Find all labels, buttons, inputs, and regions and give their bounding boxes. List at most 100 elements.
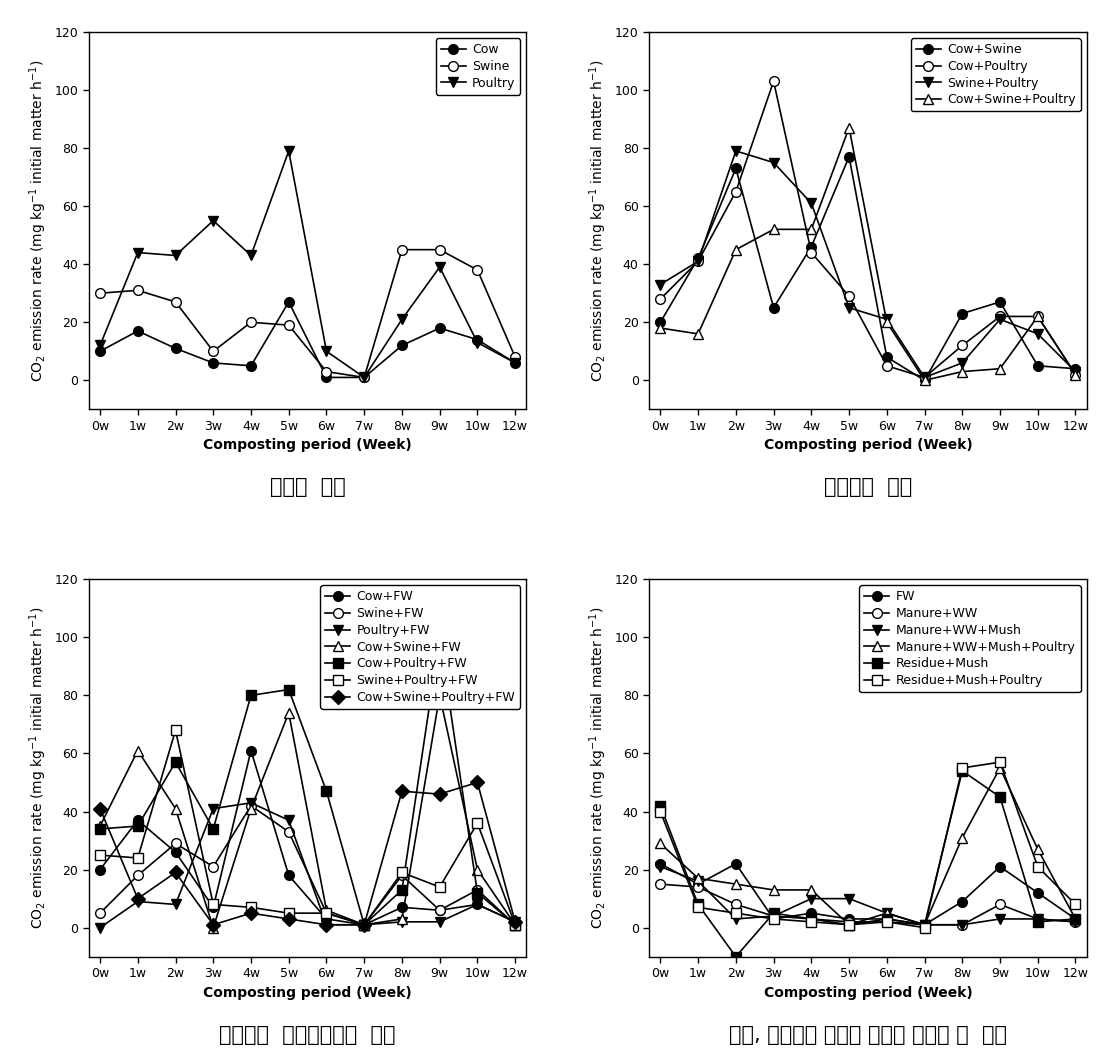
Poultry+FW: [244, 796, 257, 809]
Cow+Poultry+FW: [319, 784, 333, 797]
Cow+Swine+Poultry+FW: [357, 918, 370, 931]
Cow+Poultry+FW: [433, 631, 446, 644]
Cow+Swine: [1031, 359, 1045, 372]
FW: [692, 878, 705, 891]
FW: [805, 907, 818, 919]
Manure+WW+Mush+Poultry: [653, 837, 667, 849]
Swine: [244, 316, 257, 328]
FW: [730, 858, 743, 871]
Line: Cow: Cow: [95, 297, 520, 383]
Swine+FW: [319, 907, 333, 919]
Residue+Mush: [956, 764, 969, 777]
Y-axis label: CO$_2$ emission rate (mg kg$^{-1}$ initial matter h$^{-1}$): CO$_2$ emission rate (mg kg$^{-1}$ initi…: [28, 607, 49, 929]
Cow+Swine+FW: [282, 707, 295, 720]
Swine: [470, 264, 484, 276]
Swine: [206, 344, 220, 357]
Cow: [470, 334, 484, 347]
Manure+WW+Mush: [730, 912, 743, 925]
Manure+WW+Mush: [881, 907, 894, 919]
X-axis label: Composting period (Week): Composting period (Week): [764, 438, 973, 453]
Cow+Swine: [692, 252, 705, 265]
Cow+Poultry: [1069, 368, 1082, 381]
Line: Swine+Poultry: Swine+Poultry: [655, 146, 1080, 383]
Cow+Swine+Poultry: [653, 322, 667, 335]
Text: 가축분  단용: 가축분 단용: [269, 477, 346, 497]
Swine+Poultry+FW: [357, 918, 370, 931]
Cow+Swine+FW: [433, 689, 446, 702]
Line: Manure+WW+Mush: Manure+WW+Mush: [655, 862, 1080, 930]
Line: Cow+Swine+FW: Cow+Swine+FW: [95, 691, 520, 932]
FW: [767, 912, 781, 925]
Manure+WW+Mush+Poultry: [1031, 843, 1045, 856]
Poultry+FW: [470, 898, 484, 911]
Swine+Poultry: [881, 313, 894, 325]
Swine+Poultry: [692, 255, 705, 268]
Line: Cow+Poultry: Cow+Poultry: [655, 77, 1080, 383]
Line: Cow+FW: Cow+FW: [95, 745, 520, 930]
Cow: [395, 339, 408, 352]
Manure+WW+Mush+Poultry: [767, 883, 781, 896]
FW: [956, 895, 969, 908]
Line: Residue+Mush+Poultry: Residue+Mush+Poultry: [655, 757, 1080, 932]
Manure+WW+Mush+Poultry: [730, 878, 743, 891]
Cow+Poultry+FW: [395, 883, 408, 896]
Cow+Swine+FW: [470, 863, 484, 876]
Cow+Swine: [994, 296, 1007, 308]
Manure+WW+Mush+Poultry: [692, 872, 705, 884]
Cow+Poultry+FW: [206, 823, 220, 836]
Residue+Mush+Poultry: [956, 761, 969, 774]
Poultry: [395, 313, 408, 325]
Swine+FW: [470, 883, 484, 896]
Manure+WW+Mush+Poultry: [1069, 912, 1082, 925]
Cow+Swine+Poultry+FW: [470, 776, 484, 789]
Cow+FW: [131, 814, 144, 827]
Cow+Poultry: [692, 255, 705, 268]
Swine+FW: [131, 870, 144, 882]
Swine+Poultry+FW: [169, 724, 182, 737]
Swine+FW: [509, 918, 522, 931]
Poultry: [282, 145, 295, 157]
Line: Poultry+FW: Poultry+FW: [95, 798, 520, 932]
Manure+WW+Mush: [653, 860, 667, 873]
Cow+Swine: [805, 240, 818, 253]
Line: Swine: Swine: [95, 244, 520, 383]
Manure+WW+Mush+Poultry: [805, 883, 818, 896]
Poultry+FW: [131, 895, 144, 908]
Cow+FW: [433, 904, 446, 916]
Cow+Swine+Poultry: [805, 223, 818, 236]
Cow: [433, 322, 446, 335]
Residue+Mush+Poultry: [767, 912, 781, 925]
Swine+Poultry: [994, 313, 1007, 325]
Residue+Mush+Poultry: [805, 915, 818, 928]
Residue+Mush: [767, 907, 781, 919]
Cow+Poultry: [805, 247, 818, 259]
Residue+Mush: [918, 918, 932, 931]
Manure+WW+Mush: [956, 918, 969, 931]
Cow+Poultry+FW: [282, 684, 295, 696]
Swine+Poultry+FW: [395, 866, 408, 879]
Cow+Poultry: [994, 310, 1007, 323]
FW: [918, 918, 932, 931]
Manure+WW+Mush: [692, 875, 705, 888]
Line: Cow+Poultry+FW: Cow+Poultry+FW: [95, 632, 520, 930]
Swine+Poultry+FW: [509, 918, 522, 931]
Cow+Swine+FW: [395, 912, 408, 925]
Cow+Swine+Poultry: [918, 374, 932, 387]
Poultry+FW: [357, 918, 370, 931]
Cow+Swine+Poultry+FW: [206, 918, 220, 931]
Poultry: [131, 247, 144, 259]
Cow+Swine+Poultry: [843, 121, 856, 134]
Cow+Swine+FW: [93, 820, 106, 832]
Cow+Swine: [956, 307, 969, 320]
Cow+Swine+Poultry+FW: [244, 907, 257, 919]
Cow+Swine: [881, 351, 894, 364]
Poultry: [357, 371, 370, 384]
Poultry+FW: [395, 915, 408, 928]
Swine+Poultry: [653, 279, 667, 291]
Cow+Poultry: [730, 185, 743, 198]
Poultry+FW: [93, 922, 106, 934]
Line: Residue+Mush: Residue+Mush: [655, 766, 1080, 962]
Swine+FW: [244, 799, 257, 812]
Cow+Poultry+FW: [93, 823, 106, 836]
Cow: [244, 359, 257, 372]
